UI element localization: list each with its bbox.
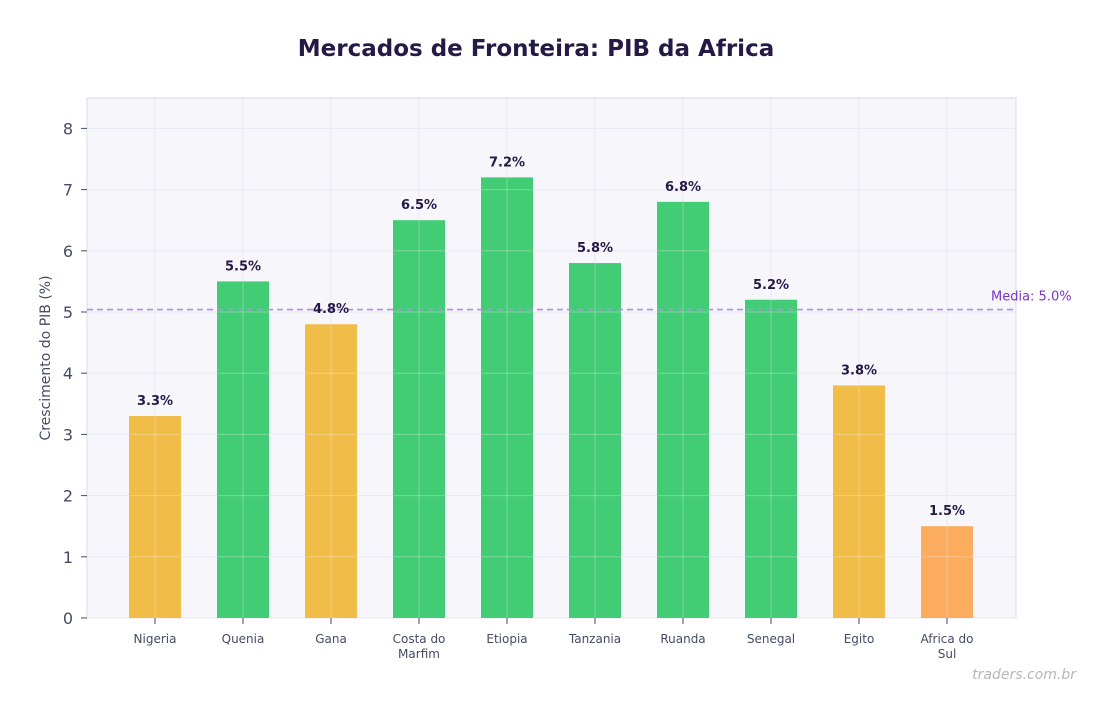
x-tick-label-line: Marfim bbox=[398, 647, 440, 661]
y-axis-label: Crescimento do PIB (%) bbox=[38, 275, 54, 440]
y-tick-label: 7 bbox=[63, 181, 73, 200]
y-axis: 0 1 2 3 4 5 6 7 8 bbox=[63, 119, 87, 628]
bar bbox=[305, 324, 357, 618]
x-tick-label-line: Costa do bbox=[393, 632, 446, 646]
x-tick-label: Nigeria bbox=[134, 632, 177, 646]
x-tick-label-line: Africa do bbox=[921, 632, 974, 646]
bars-group bbox=[129, 177, 973, 619]
bar bbox=[217, 281, 269, 618]
x-tick-label-line: Sul bbox=[938, 647, 957, 661]
bar bbox=[745, 299, 797, 618]
chart-title: Mercados de Fronteira: PIB da Africa bbox=[298, 36, 774, 62]
x-tick-label: Egito bbox=[844, 632, 875, 646]
y-tick-label: 2 bbox=[63, 487, 73, 506]
y-tick-label: 0 bbox=[63, 609, 73, 628]
bar bbox=[657, 201, 709, 618]
x-tick-label: Senegal bbox=[747, 632, 795, 646]
x-tick-label: Tanzania bbox=[568, 632, 621, 646]
data-label: 4.8% bbox=[313, 302, 349, 317]
mean-line-group: Media: 5.0% bbox=[87, 290, 1072, 311]
bar bbox=[833, 385, 885, 618]
data-label: 1.5% bbox=[929, 504, 965, 519]
mean-line-label: Media: 5.0% bbox=[991, 290, 1072, 305]
data-label: 3.8% bbox=[841, 363, 877, 378]
x-tick-label: Costa do Marfim bbox=[393, 632, 446, 661]
data-label: 5.5% bbox=[225, 259, 261, 274]
y-tick-label: 8 bbox=[63, 119, 73, 138]
y-tick-label: 5 bbox=[63, 303, 73, 322]
y-tick-label: 3 bbox=[63, 425, 73, 444]
data-label: 3.3% bbox=[137, 394, 173, 409]
bar-overlay-grid bbox=[129, 177, 973, 618]
bar bbox=[129, 416, 181, 618]
data-label: 7.2% bbox=[489, 155, 525, 170]
data-label: 5.8% bbox=[577, 241, 613, 256]
x-tick-label: Etiopia bbox=[486, 632, 527, 646]
y-tick-label: 6 bbox=[63, 242, 73, 261]
bar bbox=[481, 177, 533, 619]
x-tick-label: Quenia bbox=[222, 632, 265, 646]
watermark: traders.com.br bbox=[972, 667, 1077, 683]
x-tick-label: Gana bbox=[315, 632, 347, 646]
x-tick-label: Africa do Sul bbox=[921, 632, 974, 661]
y-tick-label: 4 bbox=[63, 364, 73, 383]
bar bbox=[921, 526, 973, 618]
data-label: 6.8% bbox=[665, 180, 701, 195]
bar bbox=[569, 263, 621, 618]
x-axis: Nigeria Quenia Gana Costa do Marfim Etiopia Ta… bbox=[134, 618, 974, 661]
data-label: 6.5% bbox=[401, 198, 437, 213]
x-tick-label: Ruanda bbox=[660, 632, 705, 646]
bar bbox=[393, 220, 445, 618]
data-label: 5.2% bbox=[753, 278, 789, 293]
y-tick-label: 1 bbox=[63, 548, 73, 567]
data-labels-group: 3.3% 5.5% 4.8% 6.5% 7.2% 5.8% 6.8% 5.2% 3.8% 1.5% bbox=[137, 155, 965, 519]
